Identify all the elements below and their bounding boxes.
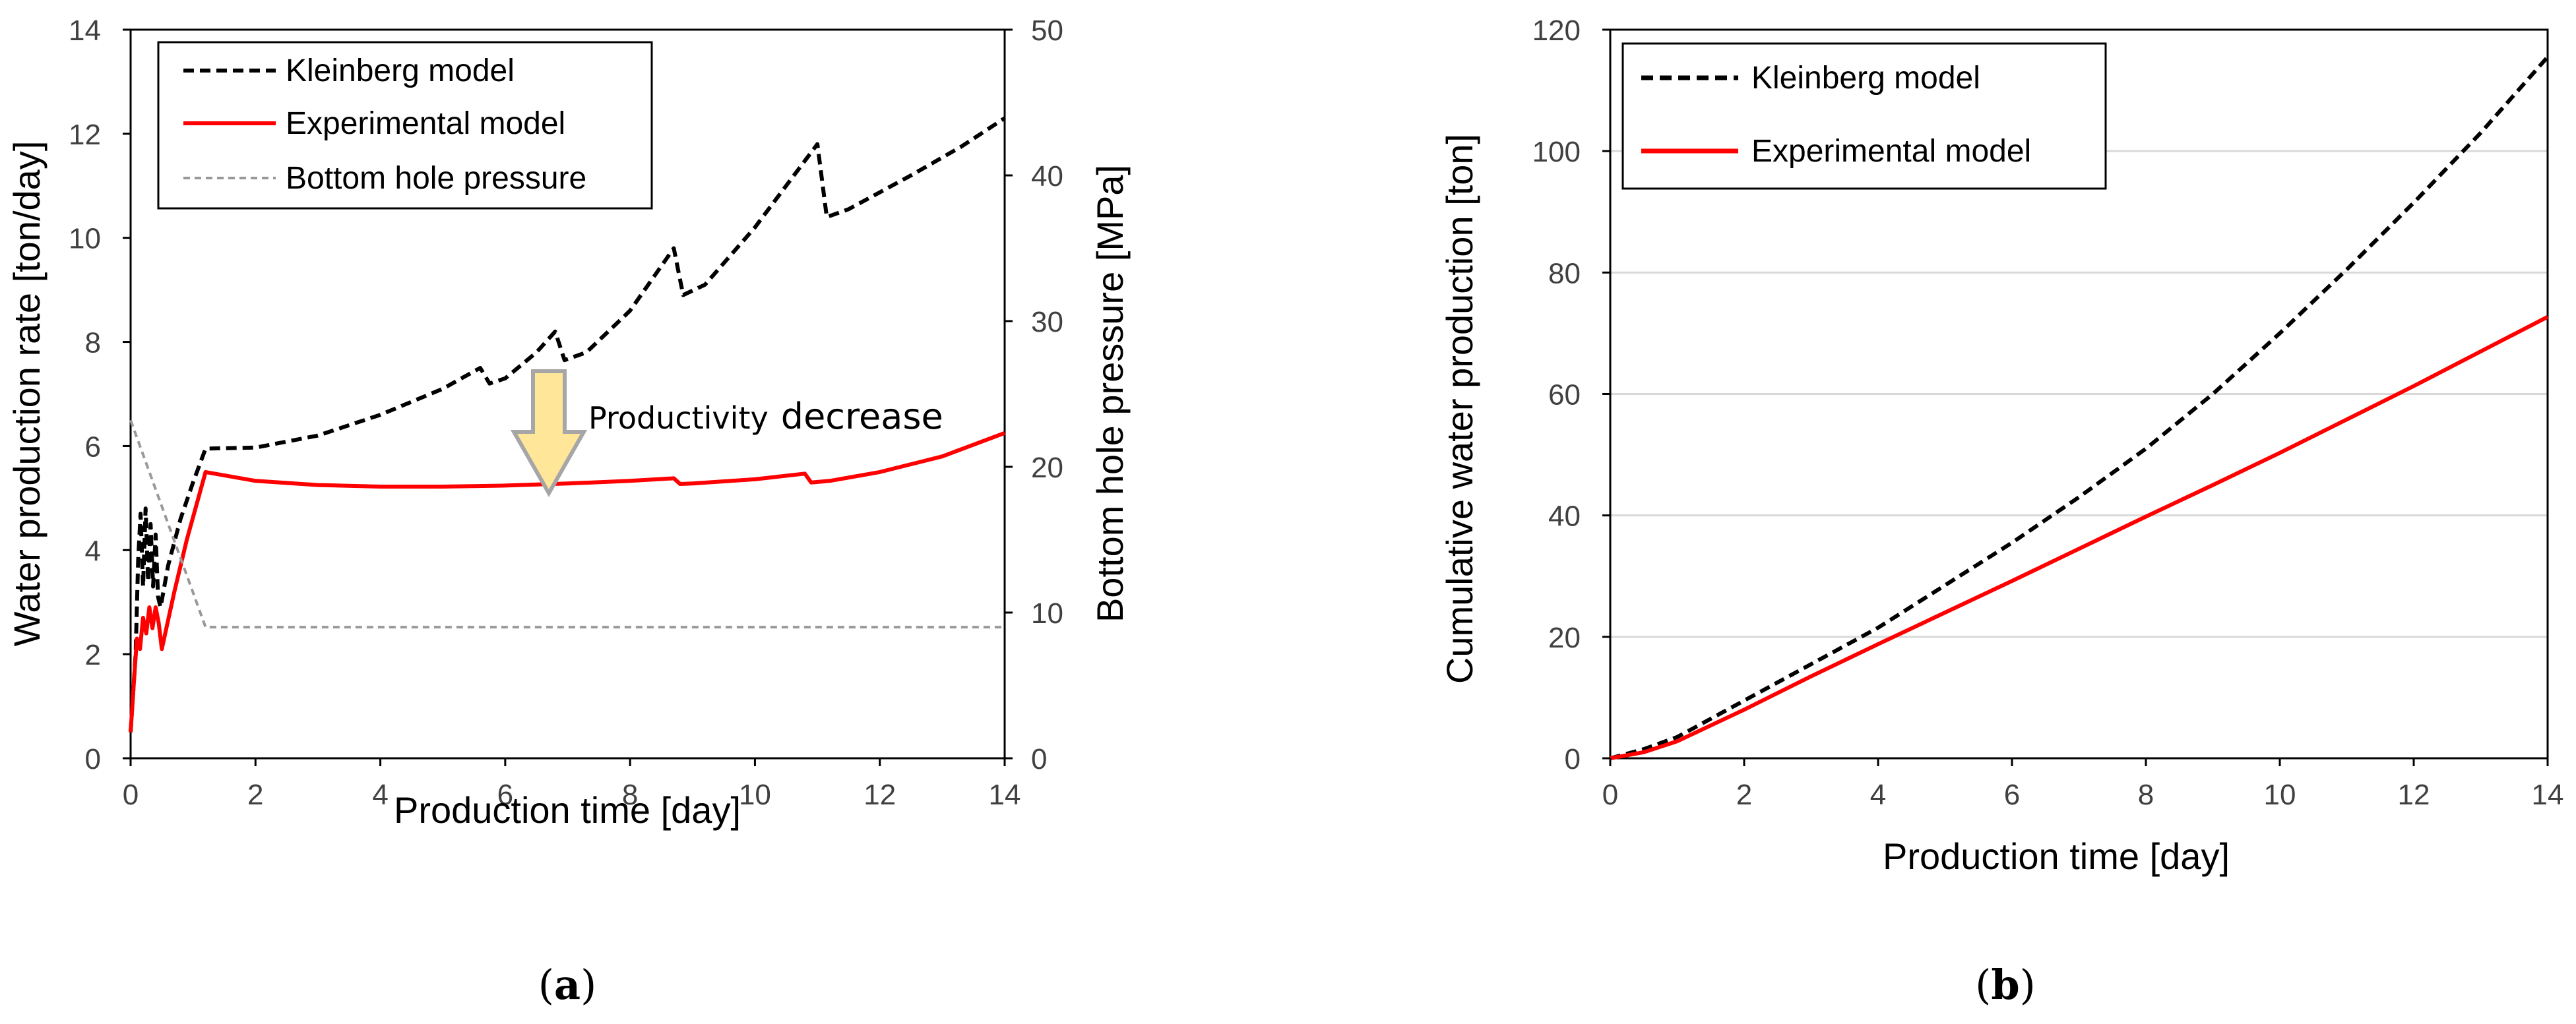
- panel-a-letter: a: [554, 961, 581, 1009]
- panel-a-x-axis-title: Production time [day]: [394, 789, 741, 831]
- panel-b-label: (b): [1975, 961, 2036, 1009]
- series-line-experimental-model: [1610, 315, 2549, 760]
- y-tick-label-10: 10: [69, 223, 101, 255]
- x-tick-label-12: 12: [2398, 779, 2430, 811]
- panel-b-legend: Kleinberg model Experimental model: [1621, 42, 2107, 190]
- y-tick-label-0: 0: [85, 743, 101, 775]
- series-line-bottom-hole-pressure: [129, 419, 1005, 629]
- productivity-decrease-arrow: [510, 369, 588, 498]
- legend-bottom-hole-pressure: Bottom hole pressure: [286, 161, 586, 196]
- panel-a-legend: Kleinberg model Experimental model Botto…: [157, 41, 653, 210]
- x-tick-label-0: 0: [123, 779, 139, 811]
- x-tick-label-8: 8: [2138, 779, 2154, 811]
- x-tick-label-8: 8: [622, 779, 638, 811]
- x-tick-label-14: 14: [2532, 779, 2564, 811]
- y2-tick-label-10: 10: [1031, 597, 1063, 630]
- annotation-productivity: Productivity: [588, 400, 769, 436]
- y2-tick-label-0: 0: [1031, 743, 1047, 775]
- y-tick-label-80: 80: [1548, 257, 1581, 289]
- x-tick-label-10: 10: [2264, 779, 2296, 811]
- annotation-decrease: decrease: [781, 396, 943, 437]
- panel-b-chart: 0 2 4 6 8 10 12 14 0 20 40 60 80 100 120 Kleinberg mo…: [1439, 15, 2563, 1009]
- x-tick-label-4: 4: [372, 779, 388, 811]
- y-tick-label-20: 20: [1548, 622, 1581, 654]
- y-tick-label-120: 120: [1532, 15, 1581, 47]
- series-line-kleinberg-model: [129, 116, 1006, 733]
- y-tick-label-12: 12: [69, 119, 101, 151]
- y2-tick-label-20: 20: [1031, 452, 1063, 484]
- panel-a-y2-axis-title: Bottom hole pressure [MPa]: [1089, 165, 1131, 622]
- legend-b-experimental-model: Experimental model: [1751, 134, 2031, 169]
- y-tick-label-60: 60: [1548, 379, 1581, 411]
- x-tick-label-12: 12: [864, 779, 896, 811]
- x-tick-label-14: 14: [989, 779, 1021, 811]
- x-tick-label-0: 0: [1602, 779, 1618, 811]
- x-tick-label-4: 4: [1870, 779, 1886, 811]
- x-tick-label-6: 6: [2004, 779, 2020, 811]
- x-tick-label-10: 10: [739, 779, 771, 811]
- y-tick-label-40: 40: [1548, 500, 1581, 533]
- y2-tick-label-50: 50: [1031, 15, 1063, 47]
- panel-a-chart: 0 2 4 6 8 10 12 14 0 2 4 6 8 10 12 14 0 10 20 30 40 50 Prod…: [6, 15, 1131, 1009]
- y-tick-label-8: 8: [85, 327, 101, 359]
- legend-experimental-model: Experimental model: [286, 106, 565, 141]
- series-line-experimental-model: [129, 431, 1006, 733]
- y-tick-label-100: 100: [1532, 136, 1581, 168]
- y-tick-label-14: 14: [69, 15, 101, 47]
- y2-tick-label-30: 30: [1031, 306, 1063, 338]
- x-tick-label-6: 6: [497, 779, 513, 811]
- panel-a-label: (a): [538, 961, 597, 1009]
- y-tick-label-2: 2: [85, 639, 101, 671]
- series-line-kleinberg-model: [1610, 55, 2550, 760]
- panel-a-y-axis-title: Water production rate [ton/day]: [6, 141, 47, 647]
- legend-kleinberg-model: Kleinberg model: [286, 53, 515, 88]
- panel-a-plot-area: [129, 28, 1006, 760]
- y-tick-label-4: 4: [85, 535, 101, 567]
- panel-b-x-axis-title: Production time [day]: [1883, 835, 2230, 877]
- y-tick-label-6: 6: [85, 431, 101, 463]
- y-tick-label-0: 0: [1565, 743, 1581, 775]
- panel-b-letter: b: [1991, 961, 2019, 1009]
- panel-b-y-axis-title: Cumulative water production [ton]: [1439, 134, 1480, 684]
- legend-b-kleinberg-model: Kleinberg model: [1751, 61, 1980, 96]
- svg-text:Productivity decrease: Productivity decrease: [588, 396, 943, 437]
- x-tick-label-2: 2: [247, 779, 263, 811]
- y2-tick-label-40: 40: [1031, 160, 1063, 193]
- x-tick-label-2: 2: [1736, 779, 1752, 811]
